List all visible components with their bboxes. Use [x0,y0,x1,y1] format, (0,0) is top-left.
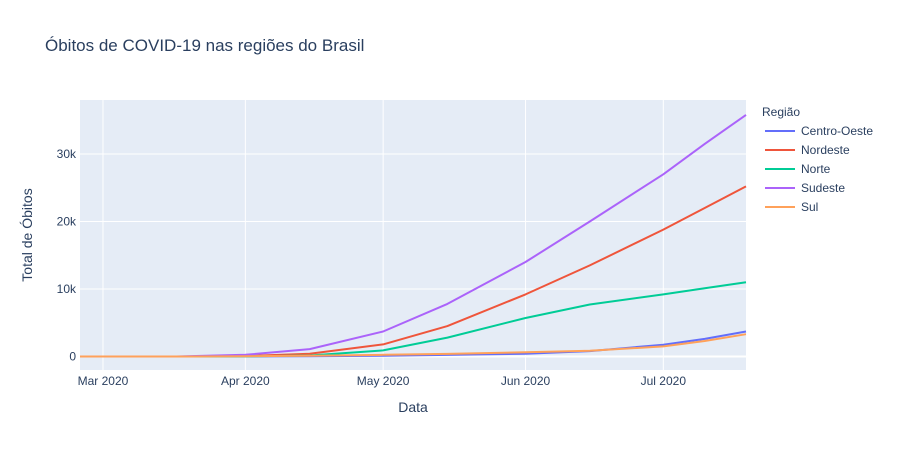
y-tick-label: 10k [57,282,77,296]
legend-item-sudeste[interactable]: Sudeste [765,181,845,195]
legend-item-centro-oeste[interactable]: Centro-Oeste [765,124,873,138]
series-line-sul [80,333,747,358]
plot-area [80,100,746,370]
x-tick-label: Jul 2020 [641,374,687,388]
series-lines [80,114,747,358]
gridlines [80,100,746,370]
legend-label: Nordeste [801,143,850,157]
y-tick-labels: 0 10k 20k 30k [57,147,77,364]
legend-label: Sudeste [801,181,845,195]
x-tick-label: Jun 2020 [501,374,551,388]
legend-items[interactable]: Centro-Oeste Nordeste Norte Sudeste Sul [765,124,873,214]
legend-title: Região [762,105,800,119]
x-tick-label: Apr 2020 [221,374,270,388]
legend-label: Centro-Oeste [801,124,873,138]
chart-title: Óbitos de COVID-19 nas regiões do Brasil [45,36,364,55]
legend[interactable]: Região Centro-Oeste Nordeste Norte Sudeste S… [762,105,873,214]
x-tick-labels: Mar 2020 Apr 2020 May 2020 Jun 2020 Jul 2020 [78,374,687,388]
legend-item-sul[interactable]: Sul [765,200,818,214]
y-tick-label: 20k [57,215,77,229]
x-axis-title: Data [398,399,428,415]
legend-item-nordeste[interactable]: Nordeste [765,143,850,157]
y-tick-label: 30k [57,147,77,161]
y-tick-label: 0 [69,350,76,364]
x-tick-label: May 2020 [357,374,410,388]
x-tick-label: Mar 2020 [78,374,129,388]
legend-item-norte[interactable]: Norte [765,162,831,176]
y-axis-title: Total de Óbitos [19,188,35,281]
legend-label: Norte [801,162,831,176]
legend-label: Sul [801,200,818,214]
